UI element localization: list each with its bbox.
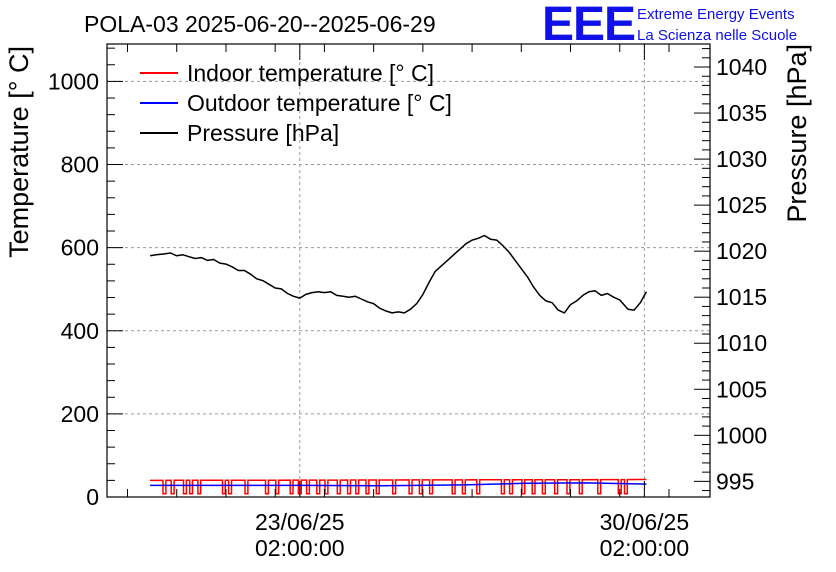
y-tick-label: 600 [61,235,99,261]
y2-axis-title: Pressure [hPa] [782,44,812,223]
legend: Indoor temperature [° C] Outdoor temperat… [140,60,452,146]
outdoor-temperature-c-series-line [150,482,647,487]
y2-tick-label: 1020 [716,238,767,264]
y-axis-title: Temperature [° C] [4,46,34,258]
y2-tick-label: 995 [716,468,754,494]
y2-tick-label: 1000 [716,422,767,448]
indoor-temperature-c-series-line [150,478,647,495]
y2-tick-label: 1030 [716,146,767,172]
plot-area [106,43,711,498]
chart-title: POLA-03 2025-06-20--2025-06-29 [84,11,436,37]
x-tick-label-date: 23/06/25 [255,509,345,535]
y-tick-label: 200 [61,401,99,427]
x-tick-label-date: 30/06/25 [600,509,690,535]
pressure-hpa-series-line [149,234,648,314]
plot-frame [106,43,711,498]
brand-line-1: Extreme Energy Events [637,6,795,23]
legend-label-pressure-hpa: Pressure [hPa] [187,120,339,146]
x-tick-label-time: 02:00:00 [255,535,345,561]
left-axis: 0 200 400 600 800 1000 [48,47,123,510]
y2-tick-label: 1010 [716,330,767,356]
y2-tick-label: 1005 [716,376,767,402]
brand-logo-mark: EEE [542,0,635,51]
grid [107,44,710,497]
brand-line-2: La Scienza nelle Scuole [637,27,797,44]
data-series [149,234,648,495]
y2-tick-label: 1025 [716,192,767,218]
right-axis: 995 1000 1005 1010 1015 1020 1025 1030 1035 1040 [694,48,767,494]
y2-tick-label: 1040 [716,54,767,80]
legend-label-outdoor-temperature-c: Outdoor temperature [° C] [187,90,452,116]
y-tick-label: 1000 [48,68,99,94]
y2-tick-label: 1015 [716,284,767,310]
y-tick-label: 400 [61,318,99,344]
y2-tick-label: 1035 [716,100,767,126]
x-tick-label-time: 02:00:00 [600,535,690,561]
y-tick-label: 800 [61,152,99,178]
brand-logo: EEE Extreme Energy Events La Scienza nel… [542,0,797,51]
legend-label-indoor-temperature-c: Indoor temperature [° C] [187,60,434,86]
y-tick-label: 0 [86,484,99,510]
